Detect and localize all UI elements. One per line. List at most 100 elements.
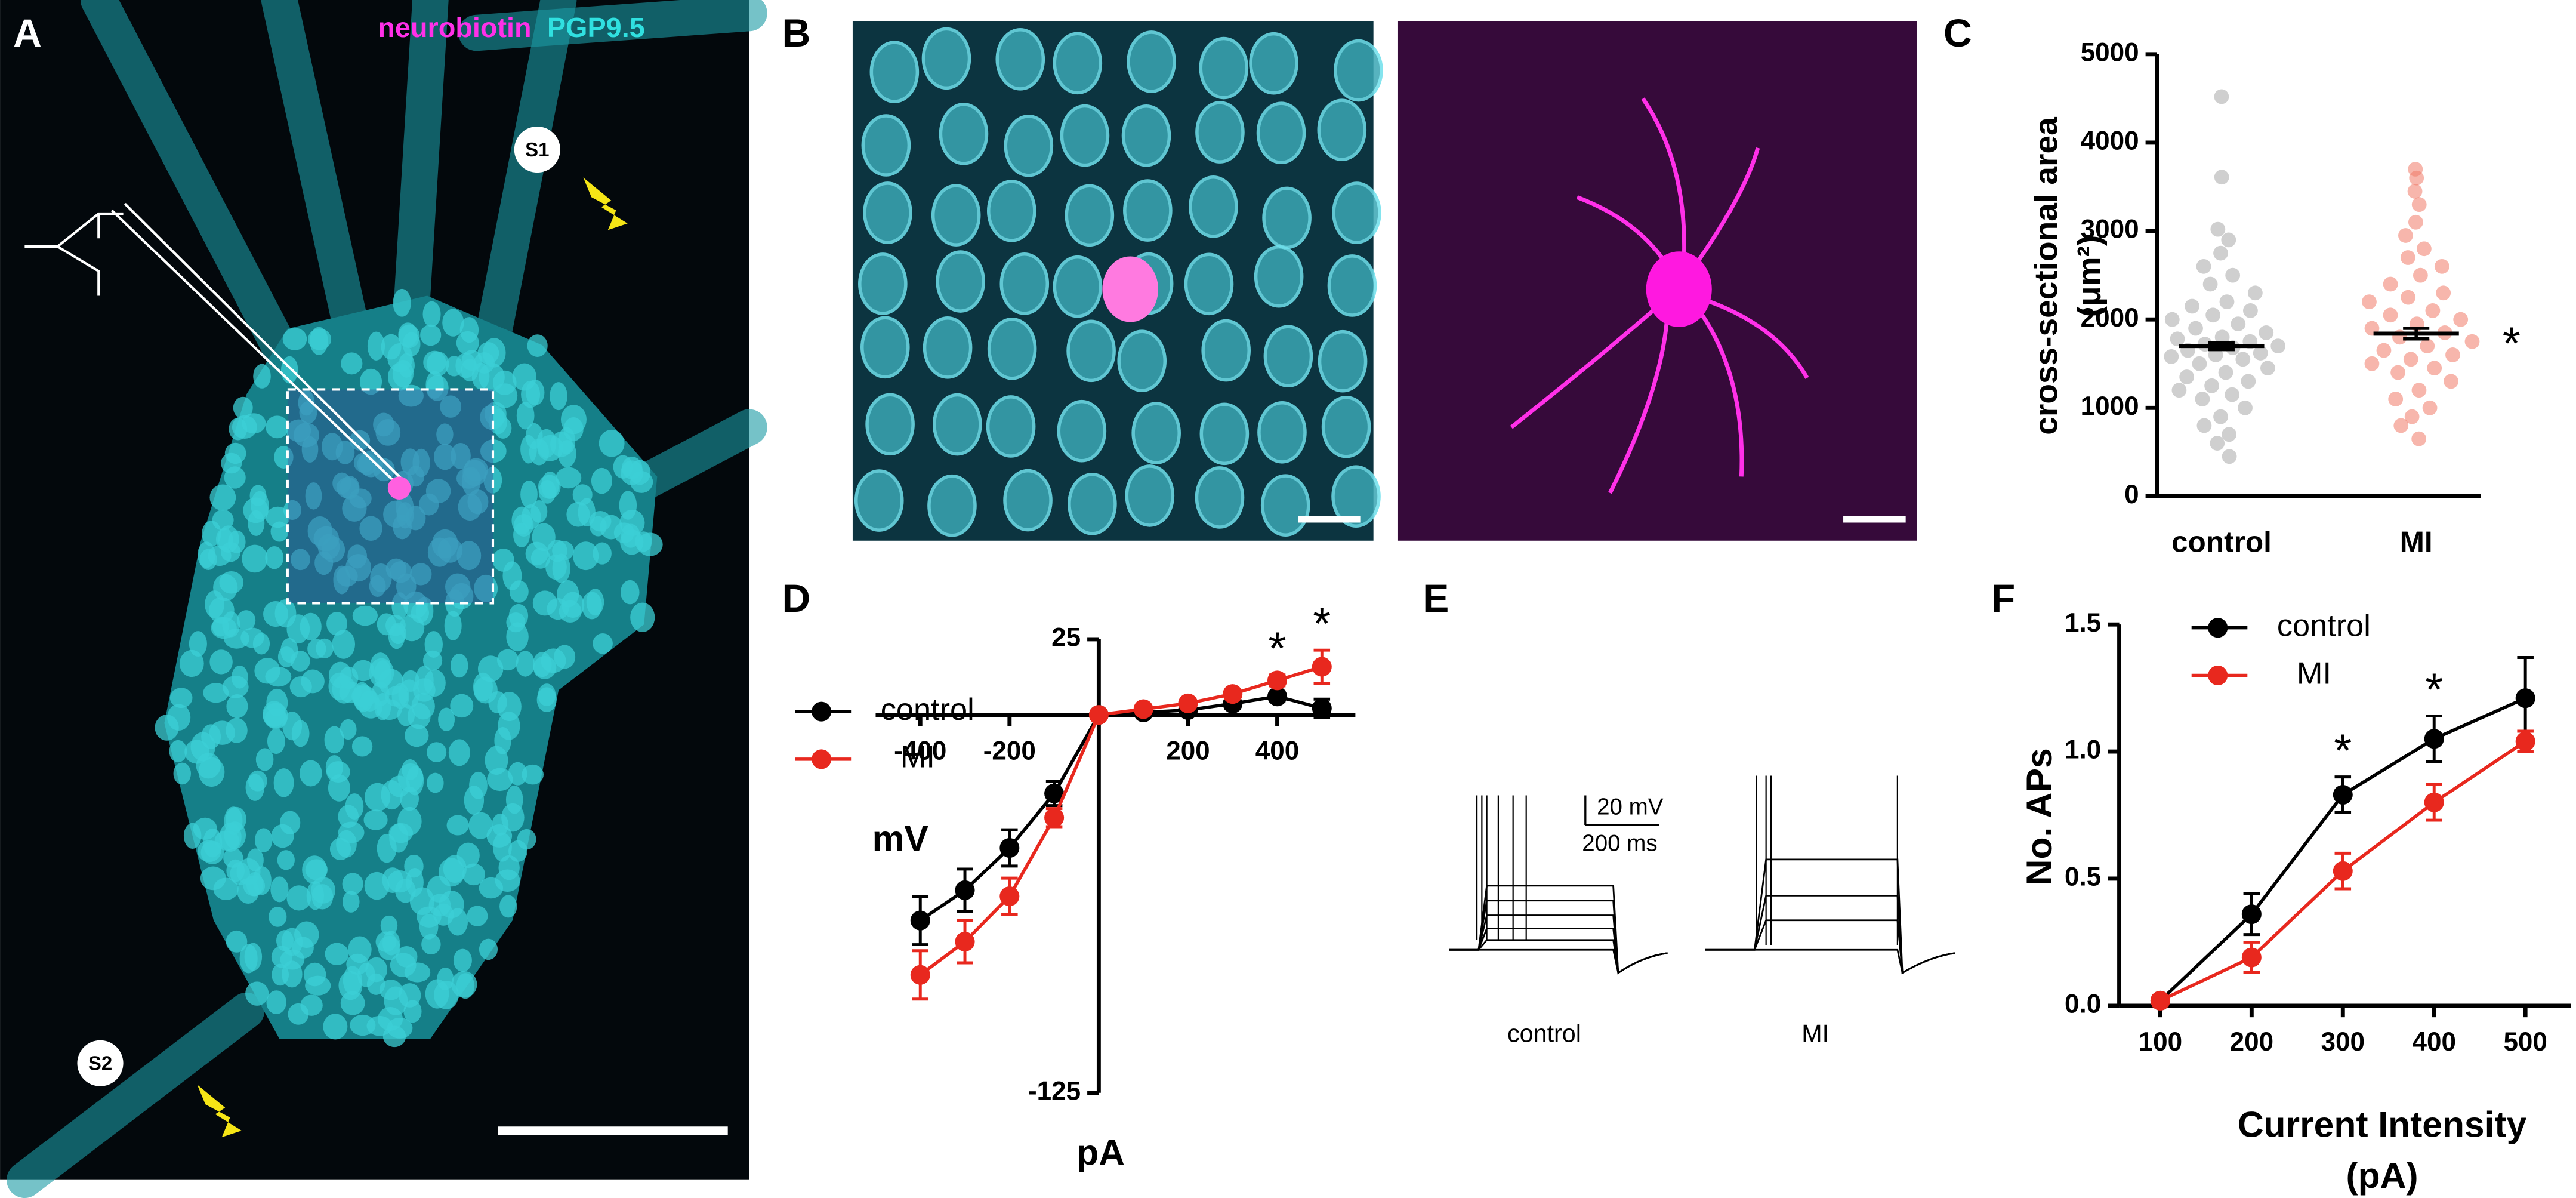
cell [266, 415, 289, 439]
cell [600, 515, 623, 540]
series-line [919, 665, 1323, 977]
trace-label: MI [1801, 1020, 1829, 1047]
legend-label: control [2277, 608, 2371, 643]
panel-label: F [1991, 577, 2015, 621]
cell [521, 504, 541, 529]
filled-neuron [387, 476, 411, 500]
cell [1184, 252, 1234, 316]
cell [1195, 466, 1245, 529]
x-axis-label: (pA) [2346, 1155, 2418, 1196]
cell [462, 863, 485, 886]
y-tick-label: 25 [1051, 623, 1081, 652]
legend-marker [812, 749, 832, 769]
cell [308, 328, 332, 350]
cell [352, 605, 378, 626]
cell [451, 653, 468, 678]
scale-label: 200 ms [1582, 830, 1657, 856]
cell [560, 405, 587, 435]
cell [1199, 402, 1250, 466]
cell [508, 762, 527, 786]
cell [253, 364, 271, 389]
cell [291, 549, 310, 571]
cell [931, 184, 981, 247]
x-tick-label: -400 [894, 737, 946, 766]
data-point [2427, 361, 2442, 376]
cell [1053, 255, 1103, 318]
cell [464, 786, 485, 815]
cell [346, 953, 369, 975]
cell [240, 627, 264, 648]
cell [630, 602, 655, 632]
y-tick-label: 0.5 [2065, 863, 2101, 892]
cell [223, 675, 249, 698]
cell [1065, 184, 1115, 247]
cell [427, 351, 449, 377]
scale-label: 20 mV [1597, 794, 1664, 820]
cell [516, 401, 535, 430]
cell [226, 930, 248, 953]
cell [371, 681, 390, 707]
cell [169, 740, 187, 763]
cell [1053, 32, 1103, 95]
cell [1331, 465, 1381, 528]
stimulus-icon [197, 1085, 242, 1138]
nerve-bundle [7, 992, 265, 1198]
data-point [2464, 334, 2480, 349]
trace [1705, 948, 1955, 974]
cell [522, 764, 544, 785]
cell [527, 334, 548, 357]
cell [486, 824, 513, 848]
cell [274, 599, 297, 628]
cell [556, 467, 582, 489]
data-point [2259, 325, 2274, 340]
x-tick-label: 100 [2139, 1027, 2182, 1057]
cell [921, 27, 971, 90]
legend-marker [812, 701, 832, 722]
cell [453, 948, 472, 972]
data-point [2424, 792, 2444, 812]
cell [224, 442, 246, 464]
error-bar [2403, 327, 2430, 341]
cell [456, 842, 480, 869]
cell [427, 537, 452, 567]
filled-neuron [1646, 251, 1712, 327]
data-point [1044, 808, 1065, 828]
y-tick-label: 1000 [2081, 392, 2139, 421]
data-point [2413, 267, 2428, 283]
data-point [2219, 294, 2235, 309]
cell [485, 746, 508, 775]
data-point [2222, 449, 2237, 464]
cell [927, 474, 977, 537]
data-point [2390, 365, 2405, 380]
cell [226, 694, 248, 719]
cell [323, 1014, 348, 1040]
cell [224, 806, 243, 835]
cell [1060, 104, 1110, 167]
panel-label: B [782, 11, 811, 56]
data-point [2222, 427, 2237, 442]
cell [1201, 319, 1251, 382]
cell [336, 566, 358, 587]
y-tick-label: 4000 [2081, 127, 2139, 156]
cell [1195, 101, 1245, 164]
data-point [2225, 387, 2240, 402]
cell [533, 655, 557, 679]
panel-label: E [1423, 577, 1449, 621]
data-point [1044, 783, 1065, 803]
cell [619, 491, 637, 520]
cell [999, 252, 1050, 315]
cell [270, 521, 289, 542]
cell [276, 929, 294, 951]
x-tick-label: 400 [2413, 1027, 2456, 1057]
cell [242, 544, 268, 573]
cell [517, 829, 536, 850]
data-point [999, 837, 1020, 858]
data-point [2417, 241, 2432, 257]
cell [404, 854, 424, 878]
cell [532, 590, 557, 616]
y-tick-label: 3000 [2081, 215, 2139, 244]
cell [422, 301, 441, 327]
cell [245, 981, 269, 1006]
data-point [2214, 89, 2229, 104]
